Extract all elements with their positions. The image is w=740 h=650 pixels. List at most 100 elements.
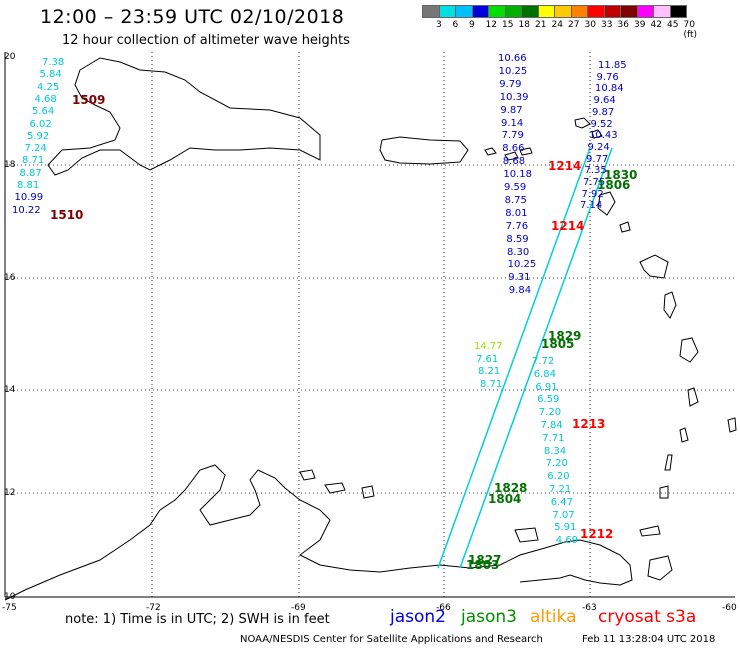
scale-swatch (554, 5, 572, 18)
wave-height-value: 5.92 (27, 130, 50, 142)
legend-item: cryosat s3a (598, 607, 697, 627)
wave-height-value: 7.38 (42, 57, 65, 68)
scale-swatch (636, 5, 654, 18)
wave-height-value: 6.59 (537, 394, 560, 406)
wave-height-value: 7.79 (501, 130, 524, 142)
wave-height-value: 8.81 (17, 180, 40, 191)
hispaniola-coast (47, 57, 321, 176)
wave-height-value: 10.66 (498, 53, 527, 64)
scale-label: 18 (518, 20, 530, 30)
wave-height-value: 9.52 (590, 118, 613, 130)
wave-height-value: 4.69 (555, 535, 579, 547)
st-vincent (679, 427, 689, 443)
wave-height-value: 8.71 (22, 155, 45, 167)
longitude-label: -72 (146, 603, 161, 613)
legend-item: jason3 (461, 607, 517, 627)
leeward-islands-4 (619, 221, 631, 233)
trinidad (647, 555, 673, 581)
scale-label: 3 (436, 20, 442, 30)
grenadines (664, 454, 673, 471)
map-frame (4, 52, 735, 598)
latitude-label: 20 (4, 52, 16, 62)
wave-height-value: 8.66 (502, 143, 525, 155)
wave-height-value: 10.99 (14, 192, 44, 204)
latitude-label: 16 (4, 273, 16, 283)
wave-height-value: 6.84 (533, 368, 556, 380)
pass-time-label: 1214 (551, 219, 585, 233)
scale-swatch (521, 5, 539, 18)
wave-height-value: 7.24 (24, 143, 47, 155)
pass-time-label: 1214 (548, 159, 582, 173)
wave-height-value: 8.21 (478, 366, 501, 378)
martinique (679, 337, 699, 363)
pass-time-label: 1803 (466, 558, 500, 572)
wave-height-value: 14.77 (474, 341, 503, 352)
credit-text: NOAA/NESDIS Center for Satellite Applica… (240, 634, 543, 645)
wave-height-value: 6.47 (550, 496, 573, 508)
wave-height-value: 7.20 (545, 458, 568, 470)
wave-height-value: 7.84 (540, 420, 563, 431)
wave-height-value: 7.61 (476, 353, 499, 365)
wave-height-value: 9.77 (586, 153, 609, 165)
wave-height-value: 7.72 (532, 356, 555, 367)
leeward-islands-1 (574, 117, 591, 129)
wave-height-value: 6.91 (535, 381, 558, 393)
south-america-coast (4, 464, 633, 601)
wave-height-value: 8.75 (504, 194, 527, 206)
pass-time-label: 1830 (604, 168, 638, 182)
scale-swatch (537, 5, 555, 18)
wave-height-value: 9.31 (508, 272, 531, 284)
wave-height-value: 8.59 (506, 233, 529, 245)
wave-height-value: 9.84 (508, 285, 532, 297)
st-lucia (687, 387, 699, 407)
wave-height-value: 5.64 (32, 106, 55, 118)
scale-label: 70 (ft) (683, 20, 698, 40)
longitude-label: -75 (2, 603, 17, 613)
chart-subtitle: 12 hour collection of altimeter wave hei… (62, 33, 350, 48)
scale-label: 6 (452, 20, 459, 30)
wave-height-value: 7.71 (542, 432, 565, 444)
puerto-rico-coast (379, 136, 469, 165)
curacao (324, 482, 346, 494)
pass-time-label: 1213 (572, 417, 606, 431)
scale-label: 36 (617, 20, 629, 30)
scale-swatch (488, 5, 506, 18)
wave-height-value: 8.34 (543, 445, 567, 457)
scale-swatch (455, 5, 473, 18)
wave-height-value: 7.35 (584, 165, 607, 177)
coastlines (4, 57, 737, 601)
wave-height-value: 6.20 (547, 471, 570, 483)
leeward-islands-3 (597, 191, 616, 216)
wave-height-value: 9.64 (593, 95, 616, 107)
leeward-islands-2 (591, 129, 603, 139)
wave-height-value: 9.76 (596, 71, 619, 83)
wave-height-value: 9.87 (592, 106, 615, 118)
scale-label: 21 (535, 20, 547, 30)
wave-height-value: 9.87 (500, 104, 523, 116)
scale-label: 12 (485, 20, 497, 30)
scale-label: 9 (469, 20, 475, 30)
footnote: note: 1) Time is in UTC; 2) SWH is in fe… (65, 612, 330, 627)
wave-height-value: 10.84 (595, 83, 624, 95)
pass-time-label: 1510 (50, 208, 84, 222)
scale-labels: 3 6 9 12 15 18 21 24 27 30 33 36 39 42 45 70 (ft) (422, 18, 697, 40)
scale-label: 33 (601, 20, 613, 30)
grenada (659, 485, 669, 499)
scale-swatch (620, 5, 638, 18)
margarita (514, 527, 539, 543)
scale-label: 30 (584, 20, 596, 30)
latitude-label: 14 (4, 385, 16, 395)
pass-time-label: 1829 (548, 329, 582, 343)
wave-height-value: 7.75 (583, 177, 606, 188)
pass-time-label: 1804 (488, 492, 522, 506)
generated-timestamp: Feb 11 13:28:04 UTC 2018 (582, 634, 716, 645)
wave-height-value: 7.76 (505, 220, 529, 232)
longitude-label: -60 (722, 603, 737, 613)
wave-height-value: 10.18 (503, 169, 533, 181)
longitude-label: -69 (291, 603, 306, 613)
wave-height-value: 9.59 (504, 182, 527, 193)
aruba (299, 469, 316, 481)
scale-label: 27 (568, 20, 580, 30)
tobago (639, 525, 661, 537)
